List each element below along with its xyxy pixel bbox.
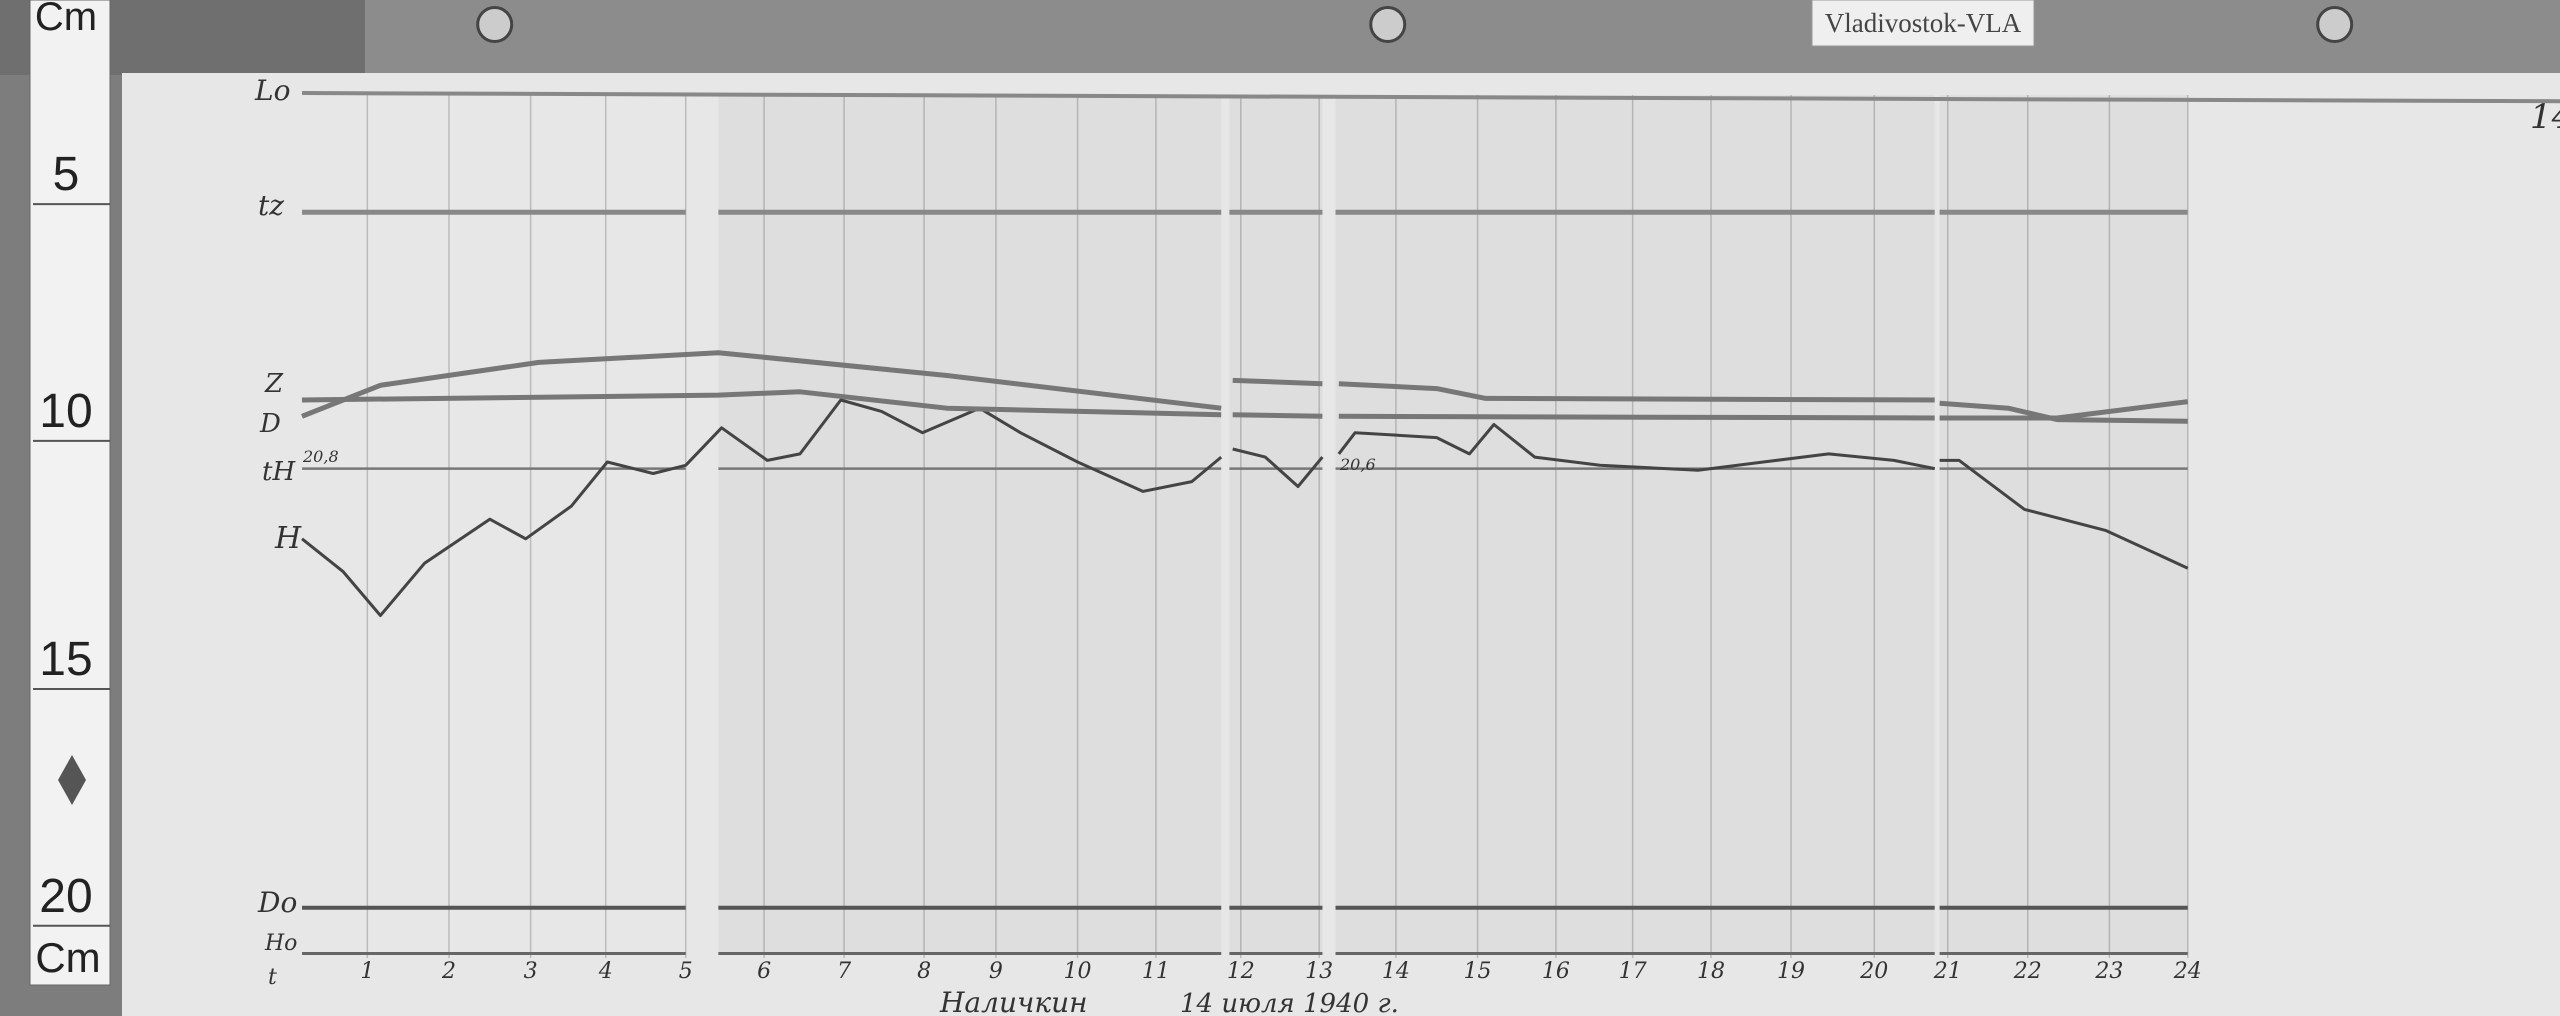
- label-time: t: [268, 965, 277, 990]
- hour-label: 20: [1859, 959, 1888, 984]
- hour-label: 1: [360, 959, 374, 984]
- ruler: [29, 0, 111, 986]
- hour-label: 5: [679, 959, 693, 984]
- screw-icon: [476, 5, 514, 43]
- hour-label: 4: [598, 959, 613, 984]
- signature: Наличкин: [939, 986, 1088, 1016]
- hour-label: 16: [1542, 959, 1570, 984]
- hour-label: 8: [917, 959, 931, 984]
- trace-z: [1232, 377, 1323, 387]
- trace-d: [1232, 412, 1323, 419]
- label-h: H: [274, 521, 302, 556]
- hour-label: 6: [757, 959, 771, 984]
- hour-label: 14: [1382, 959, 1410, 984]
- hour-label: 2: [441, 959, 456, 984]
- film-band: [1229, 95, 1322, 955]
- date-note: 14 июля 1940 г.: [1180, 989, 1399, 1016]
- trace-z: [1939, 400, 2188, 424]
- trace-h: [1337, 423, 1935, 472]
- hour-label: 18: [1697, 959, 1725, 984]
- label-do: Do: [257, 886, 297, 919]
- hour-label: 23: [2094, 959, 2123, 984]
- label-z: Z: [264, 369, 284, 399]
- hour-label: 12: [1227, 959, 1255, 984]
- ruler-diamond-marker: [58, 755, 86, 805]
- ruler-mark-label: 15: [39, 633, 92, 686]
- station-label-box: [1811, 0, 2035, 47]
- hour-label: 9: [989, 959, 1003, 984]
- hour-label: 7: [837, 959, 851, 984]
- trace-d: [301, 389, 1222, 418]
- hour-label: 3: [524, 959, 538, 984]
- trace-d: [1338, 413, 1935, 421]
- hour-label: 15: [1464, 959, 1492, 984]
- trace-h: [1232, 447, 1324, 488]
- page-number: 14: [2530, 97, 2560, 137]
- label-d: D: [259, 409, 281, 439]
- paper-sheet: [122, 73, 2560, 1016]
- hour-label: 21: [1933, 959, 1962, 984]
- trace-d: [1939, 399, 2189, 421]
- ruler-mark-label: 5: [53, 148, 80, 201]
- film-band: [1336, 95, 1935, 955]
- screw-icon: [1369, 5, 1407, 43]
- hour-label: 10: [1064, 959, 1092, 984]
- screw-icon: [2316, 5, 2354, 43]
- ruler-mark-label: 10: [39, 385, 92, 438]
- trace-h: [1939, 458, 2189, 570]
- glass-clamp: [365, 0, 2560, 75]
- label-tz: tz: [258, 189, 284, 222]
- hour-label: 17: [1619, 959, 1647, 984]
- trace-z: [1338, 381, 1935, 403]
- film-band: [718, 95, 1221, 955]
- hour-label: 24: [2173, 959, 2202, 984]
- label-lo: Lo: [254, 74, 290, 107]
- hour-label: 22: [2013, 959, 2042, 984]
- th-value-mid: 20,6: [1339, 455, 1376, 474]
- th-value-left: 20,8: [302, 447, 339, 466]
- baseline-lo: [302, 91, 2560, 104]
- label-th: tH: [262, 457, 296, 487]
- ruler-mark-label: 20: [39, 870, 92, 923]
- film-band: [1940, 95, 2188, 955]
- hour-label: 19: [1777, 959, 1805, 984]
- hour-label: 11: [1142, 959, 1170, 984]
- ruler-unit-bottom: Cm: [35, 934, 100, 981]
- trace-z: [301, 350, 1222, 419]
- hour-label: 13: [1305, 959, 1333, 984]
- station-label: Vladivostok-VLA: [1825, 8, 2022, 38]
- label-ho: Ho: [264, 931, 297, 956]
- ruler-unit-top: Cm: [35, 0, 97, 39]
- trace-h: [301, 398, 1223, 617]
